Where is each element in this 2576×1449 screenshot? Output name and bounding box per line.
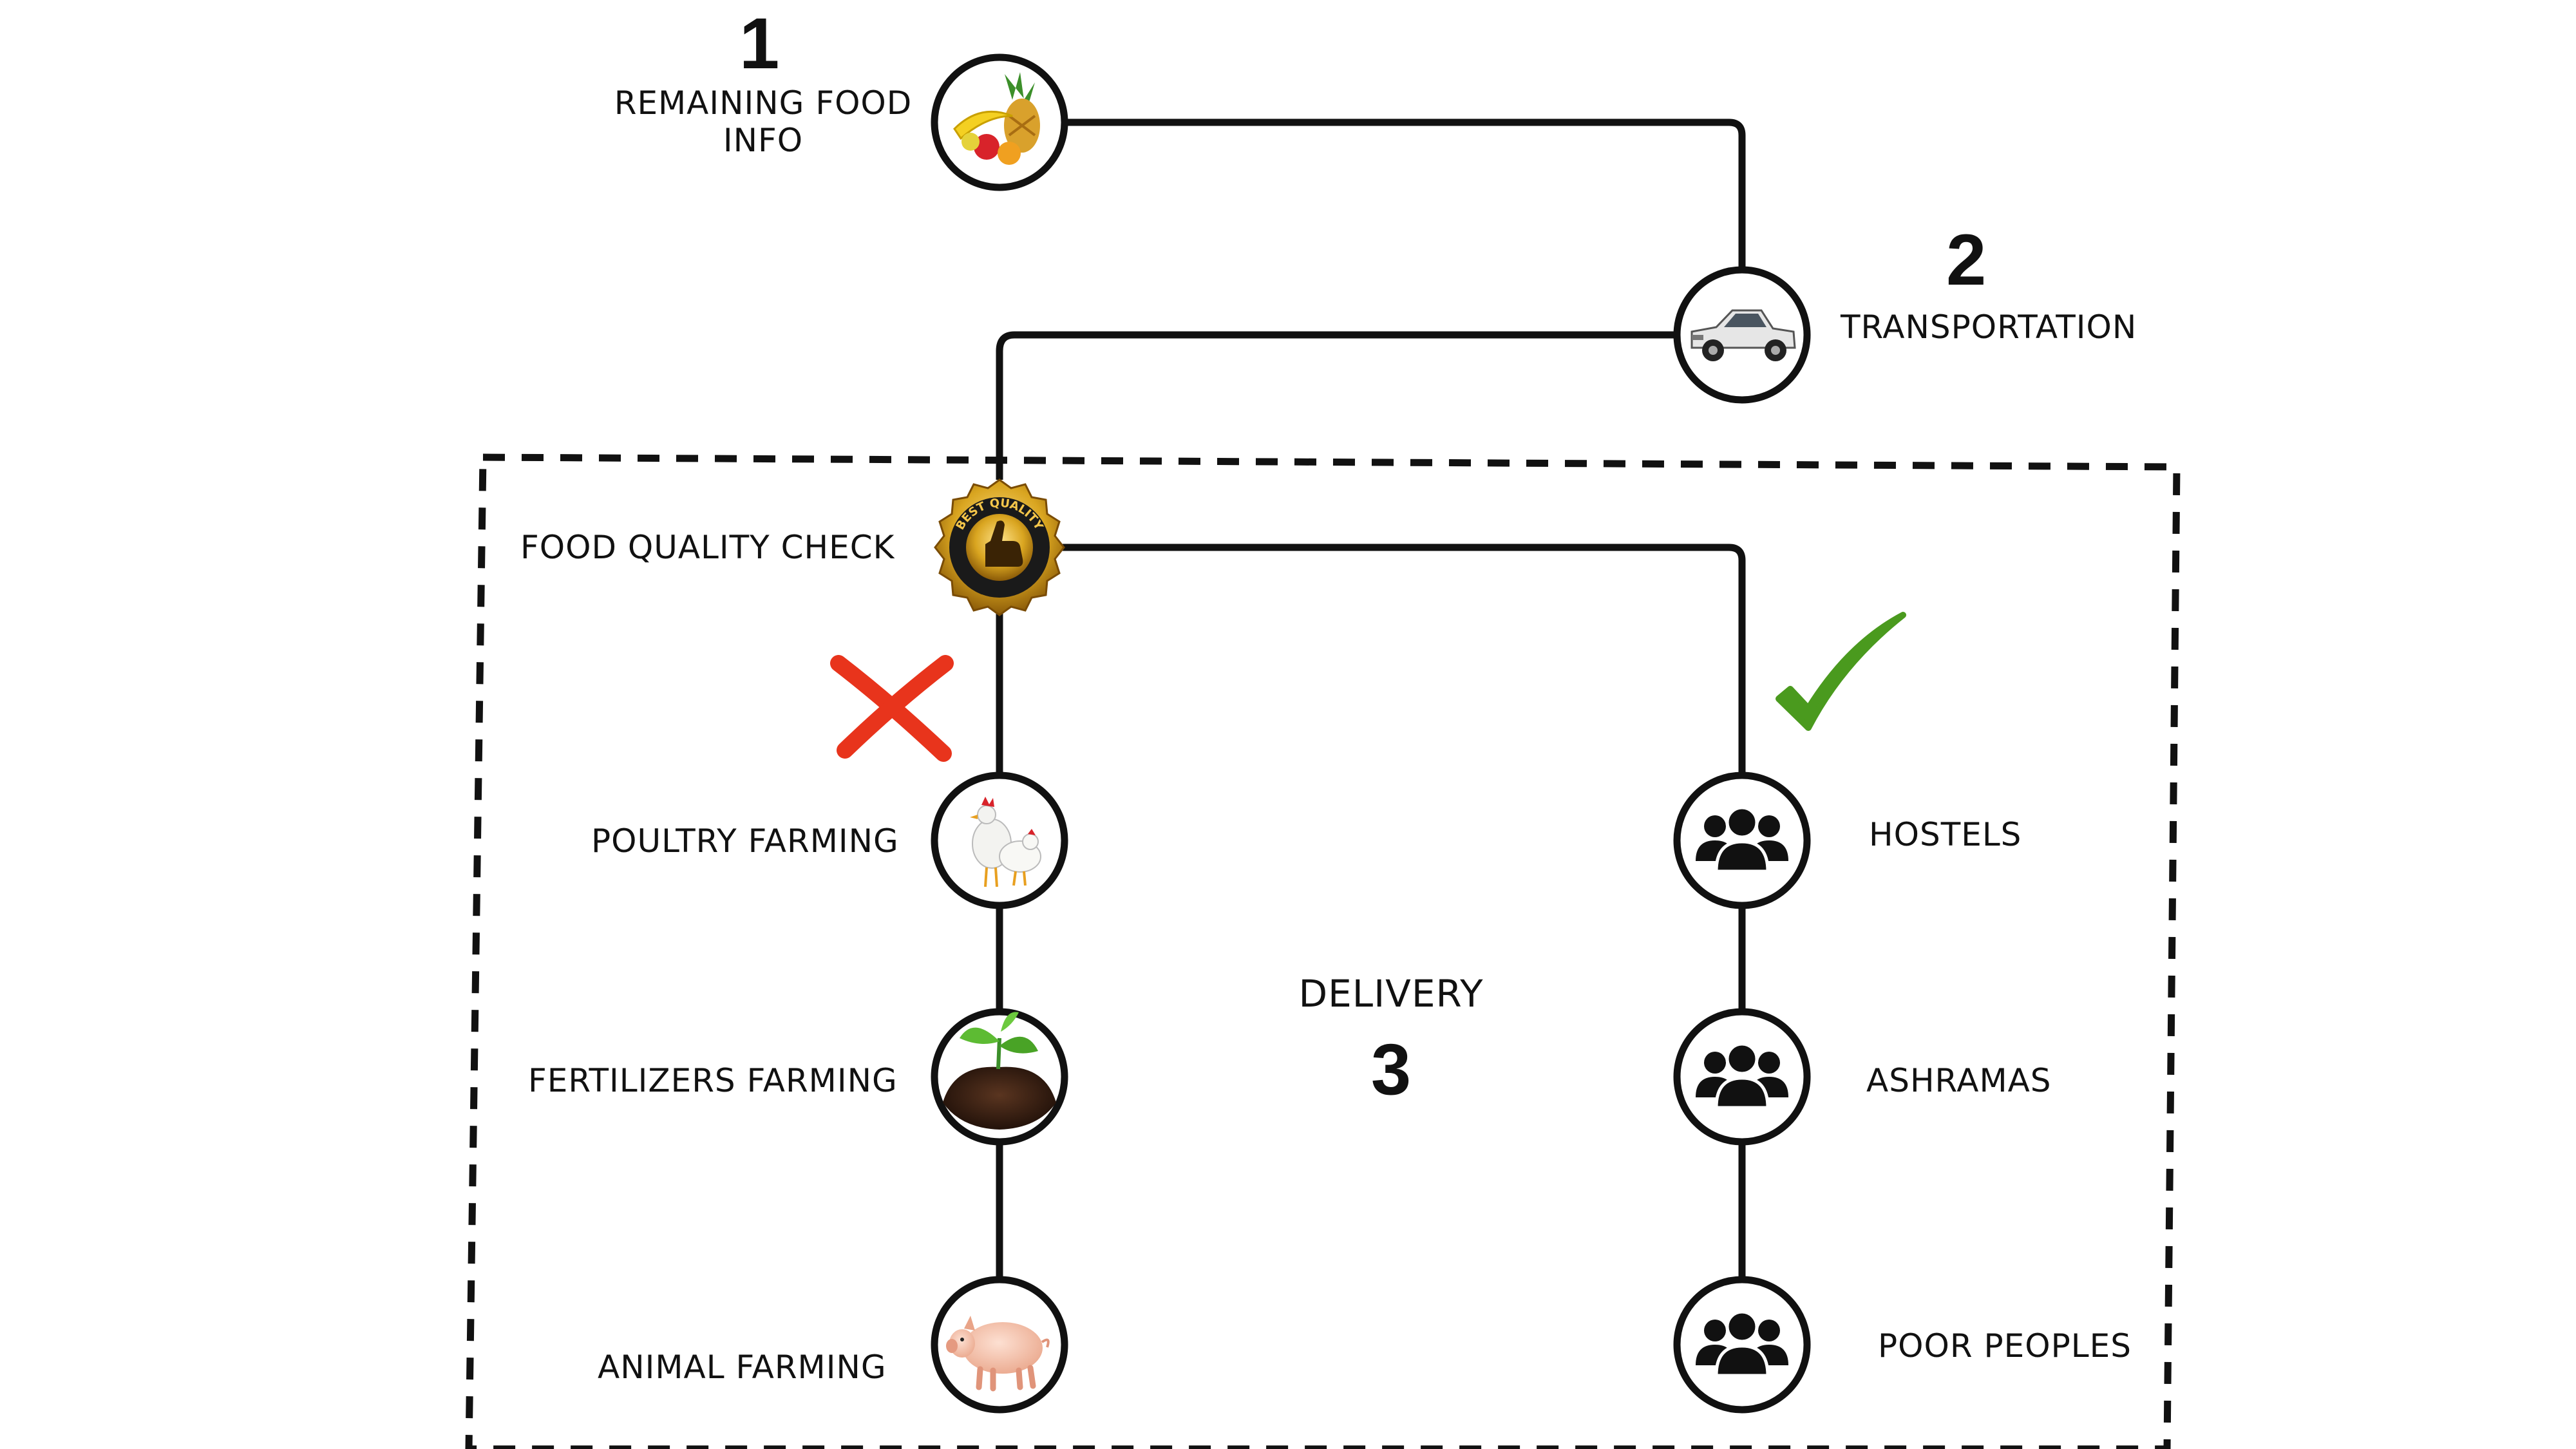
step1-number: 1 [739, 3, 780, 84]
step3-label: DELIVERY [1298, 972, 1484, 1016]
accepted-item-label: HOSTELS [1869, 816, 2022, 853]
rejected-item-label: FERTILIZERS FARMING [528, 1062, 898, 1099]
step1-label-line1: REMAINING FOOD [614, 84, 913, 122]
cross-icon [830, 655, 954, 762]
people-group-icon [1673, 772, 1811, 909]
accepted-item-label: POOR PEOPLES [1878, 1327, 2132, 1365]
line-quality-to-accepted [1063, 544, 1746, 773]
accepted-item-label: ASHRAMAS [1866, 1062, 2052, 1099]
rejected-item-label: POULTRY FARMING [591, 822, 899, 860]
rejected-item-label: ANIMAL FARMING [598, 1349, 887, 1386]
step3-number: 3 [1370, 1029, 1412, 1110]
pickup-truck-icon [1673, 266, 1811, 404]
people-group-icon [1673, 1008, 1811, 1146]
check-icon [1776, 612, 1906, 731]
soil-sprout-icon [931, 1008, 1068, 1146]
best-quality-badge-icon: BEST QUALITY [934, 478, 1065, 616]
delivery-region-border [465, 453, 2181, 1449]
pig-icon [931, 1276, 1068, 1414]
chicken-icon [931, 772, 1068, 909]
step1-label-line2: INFO [723, 121, 804, 159]
connector-lines [996, 118, 1746, 1278]
quality-check-label: FOOD QUALITY CHECK [520, 529, 895, 566]
line-step2-to-quality [996, 331, 1676, 480]
line-step1-to-step2 [1066, 118, 1746, 270]
step2-number: 2 [1946, 220, 1987, 300]
step1-label: REMAINING FOOD INFO [599, 84, 927, 159]
people-group-icon [1673, 1276, 1811, 1414]
fruit-basket-icon [931, 53, 1068, 191]
step2-label: TRANSPORTATION [1841, 308, 2137, 346]
